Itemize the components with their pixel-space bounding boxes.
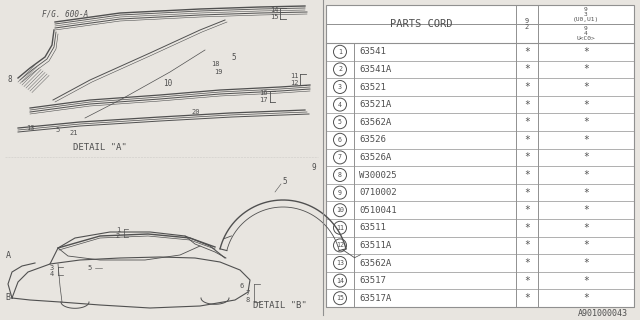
Text: *: * (524, 258, 530, 268)
Text: 2: 2 (338, 67, 342, 72)
Text: 14: 14 (336, 278, 344, 284)
Text: 1: 1 (116, 227, 120, 233)
Text: 9: 9 (338, 189, 342, 196)
Text: 5: 5 (338, 119, 342, 125)
Text: 19: 19 (214, 69, 222, 75)
Text: 7: 7 (338, 155, 342, 160)
Text: 3: 3 (50, 265, 54, 271)
Text: *: * (583, 170, 589, 180)
Text: 63521: 63521 (359, 83, 386, 92)
Text: 9
3
(U0,U1): 9 3 (U0,U1) (573, 7, 599, 22)
Text: 2: 2 (116, 233, 120, 239)
Text: F/G. 600-A: F/G. 600-A (42, 10, 88, 19)
Text: 13: 13 (336, 260, 344, 266)
Text: 5: 5 (232, 52, 236, 61)
Text: 63526A: 63526A (359, 153, 391, 162)
Text: 0710002: 0710002 (359, 188, 397, 197)
Text: 15: 15 (269, 14, 278, 20)
Text: 5: 5 (56, 127, 60, 133)
Text: *: * (524, 117, 530, 127)
Text: *: * (583, 205, 589, 215)
Text: 8: 8 (8, 76, 12, 84)
Text: DETAIL "B": DETAIL "B" (253, 301, 307, 310)
Text: 6: 6 (240, 283, 244, 289)
Text: *: * (524, 188, 530, 198)
Text: *: * (583, 293, 589, 303)
Text: *: * (524, 240, 530, 251)
Text: 0510041: 0510041 (359, 206, 397, 215)
Text: *: * (524, 64, 530, 74)
Text: *: * (583, 276, 589, 286)
Text: *: * (524, 170, 530, 180)
Text: 63541A: 63541A (359, 65, 391, 74)
Text: 5: 5 (283, 177, 287, 186)
Text: 63521A: 63521A (359, 100, 391, 109)
Text: *: * (583, 240, 589, 251)
Text: 12: 12 (290, 80, 298, 86)
Text: *: * (583, 188, 589, 198)
Bar (0, 0, 323, 320)
Text: W300025: W300025 (359, 171, 397, 180)
Text: 8: 8 (338, 172, 342, 178)
Text: B: B (6, 293, 10, 302)
Text: *: * (583, 258, 589, 268)
Text: *: * (524, 205, 530, 215)
Text: 15: 15 (336, 295, 344, 301)
Text: 10: 10 (336, 207, 344, 213)
Text: *: * (524, 100, 530, 109)
Text: 63517: 63517 (359, 276, 386, 285)
Text: 1: 1 (338, 49, 342, 55)
Text: 6: 6 (338, 137, 342, 143)
Text: 11: 11 (290, 73, 298, 79)
Text: *: * (583, 64, 589, 74)
Text: 9: 9 (312, 164, 316, 172)
Text: 4: 4 (50, 271, 54, 277)
Text: *: * (583, 47, 589, 57)
Text: A901000043: A901000043 (578, 309, 628, 318)
Text: *: * (524, 152, 530, 163)
Text: 14: 14 (269, 7, 278, 13)
Text: A: A (6, 252, 10, 260)
Text: 63526: 63526 (359, 135, 386, 144)
Text: 10: 10 (163, 79, 173, 89)
Text: 63511A: 63511A (359, 241, 391, 250)
Text: *: * (583, 100, 589, 109)
Text: *: * (524, 47, 530, 57)
Text: 9
4
U<C0>: 9 4 U<C0> (577, 26, 595, 41)
Text: *: * (524, 276, 530, 286)
Text: *: * (524, 82, 530, 92)
Text: PARTS CORD: PARTS CORD (390, 19, 452, 29)
Text: 63541: 63541 (359, 47, 386, 56)
Text: 11: 11 (336, 225, 344, 231)
Text: 7: 7 (246, 290, 250, 296)
Text: 13: 13 (26, 125, 35, 131)
Text: *: * (524, 293, 530, 303)
Text: *: * (583, 135, 589, 145)
Text: *: * (583, 117, 589, 127)
Text: *: * (583, 223, 589, 233)
Text: *: * (524, 135, 530, 145)
Bar (326, 5, 634, 307)
Text: 63562A: 63562A (359, 259, 391, 268)
Text: DETAIL "A": DETAIL "A" (73, 142, 127, 151)
Text: 17: 17 (259, 97, 268, 103)
Text: 20: 20 (192, 109, 200, 115)
Text: 8: 8 (246, 297, 250, 303)
Text: *: * (583, 152, 589, 163)
Text: 63511: 63511 (359, 223, 386, 232)
Text: 21: 21 (70, 130, 78, 136)
Text: 63562A: 63562A (359, 118, 391, 127)
Text: 9
2: 9 2 (525, 18, 529, 30)
Text: 5: 5 (88, 265, 92, 271)
Text: 16: 16 (259, 90, 268, 96)
Text: 3: 3 (338, 84, 342, 90)
Text: 4: 4 (338, 102, 342, 108)
Text: *: * (583, 82, 589, 92)
Text: *: * (524, 223, 530, 233)
Text: 18: 18 (211, 61, 220, 67)
Text: 63517A: 63517A (359, 294, 391, 303)
Text: 12: 12 (336, 243, 344, 248)
